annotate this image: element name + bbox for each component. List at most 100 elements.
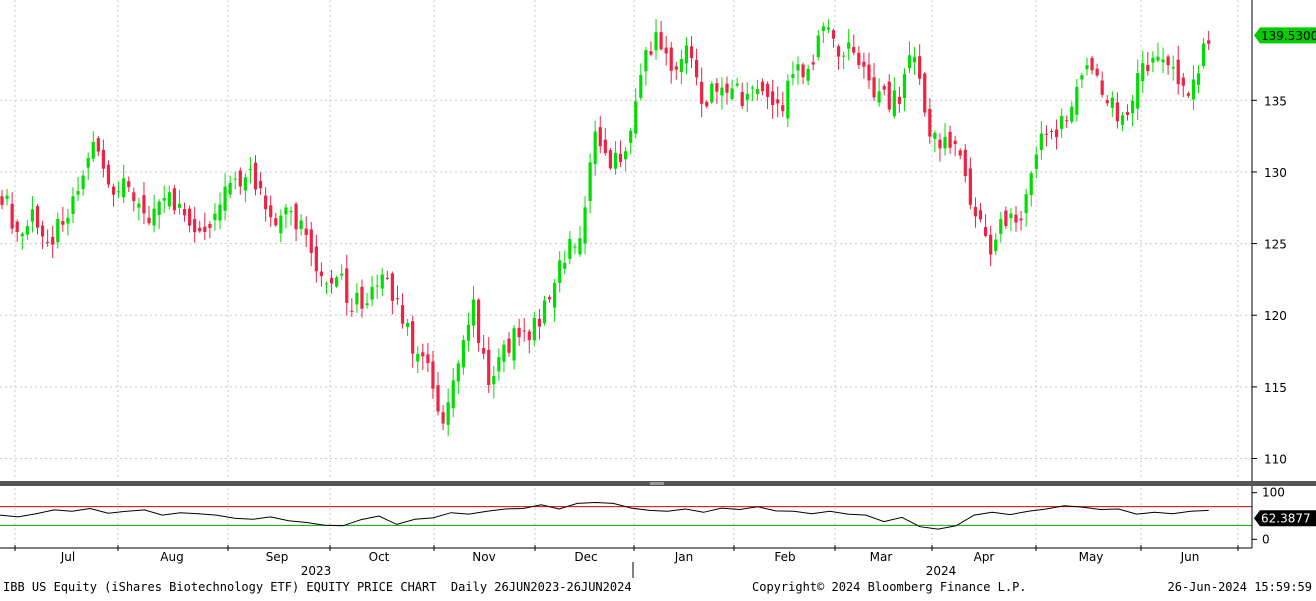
candle: [867, 52, 871, 89]
candle: [106, 160, 111, 188]
candle: [193, 206, 197, 243]
candle: [938, 133, 942, 162]
candle: [928, 98, 932, 144]
candle-body: [1044, 133, 1049, 135]
candle-body: [634, 101, 638, 134]
candle-body: [836, 46, 841, 57]
candle-body: [497, 357, 501, 372]
month-label: Apr: [974, 550, 995, 564]
candle: [943, 123, 947, 156]
candle: [694, 48, 699, 86]
candle: [902, 68, 907, 112]
candle: [137, 197, 141, 221]
candle: [862, 52, 866, 79]
candle: [284, 204, 288, 229]
candle: [999, 211, 1003, 243]
candle: [1060, 108, 1064, 138]
candle: [1039, 121, 1043, 160]
candle: [1201, 37, 1206, 69]
candle-body: [558, 260, 562, 283]
candle: [466, 312, 471, 352]
candle-body: [20, 233, 24, 237]
candle-body: [289, 210, 293, 213]
candle-body: [86, 157, 90, 168]
candle-body: [406, 322, 410, 328]
candle-body: [142, 195, 146, 214]
candle-body: [537, 318, 542, 327]
candle: [421, 343, 425, 370]
candle-body: [857, 52, 861, 65]
candle: [258, 172, 263, 196]
candle: [340, 264, 344, 280]
candle: [765, 81, 770, 110]
candle: [122, 164, 126, 203]
candle: [482, 334, 486, 360]
rsi-value-badge: [1254, 510, 1316, 527]
candle: [0, 190, 4, 210]
candle: [314, 234, 318, 283]
candle: [776, 86, 780, 118]
candle-body: [694, 59, 699, 78]
candle: [350, 298, 354, 317]
candle-body: [512, 328, 516, 361]
copyright-notice: Copyright© 2024 Bloomberg Finance L.P.: [752, 580, 1027, 594]
candle: [365, 293, 369, 309]
candle-body: [938, 139, 942, 149]
candle-body: [821, 26, 825, 32]
candle: [319, 262, 324, 287]
candle: [1115, 92, 1119, 129]
candle-body: [588, 162, 592, 201]
candle-body: [127, 181, 131, 188]
candle: [152, 194, 156, 233]
candle: [897, 86, 901, 113]
candle: [1171, 55, 1175, 81]
candle-body: [1105, 100, 1109, 104]
candle: [700, 67, 704, 118]
candle: [1131, 94, 1135, 127]
candle-body: [1146, 64, 1150, 72]
candle-body: [629, 130, 633, 143]
candle-body: [198, 227, 202, 232]
candle-body: [431, 361, 435, 389]
candle-body: [208, 224, 212, 228]
candle-body: [776, 99, 780, 104]
candle: [492, 365, 496, 399]
candle-body: [238, 170, 242, 187]
chart-description: IBB US Equity (iShares Biotechnology ETF…: [3, 580, 632, 594]
candle: [669, 41, 673, 84]
candle: [375, 274, 379, 299]
rsi-tick-label: 100: [1262, 486, 1285, 500]
candle-body: [1171, 67, 1175, 69]
candle-body: [578, 238, 582, 255]
candle-body: [314, 246, 318, 272]
gridlines: [0, 0, 1252, 544]
candle-body: [91, 141, 95, 159]
candle: [1125, 104, 1130, 121]
candle: [583, 196, 587, 255]
month-label: Oct: [369, 550, 390, 564]
candle: [826, 19, 831, 34]
candle-body: [61, 221, 65, 225]
candle-body: [335, 277, 339, 287]
candle-body: [532, 317, 536, 341]
candle: [624, 147, 628, 172]
candle: [588, 153, 592, 214]
candle-body: [1095, 68, 1099, 76]
candle: [162, 185, 166, 213]
candle-body: [299, 220, 303, 230]
candle-body: [933, 132, 937, 139]
candle-body: [122, 178, 126, 198]
candle: [801, 62, 805, 85]
rsi-line: [0, 501, 1209, 530]
candle-body: [375, 285, 379, 287]
candle: [1207, 30, 1211, 50]
month-label: Nov: [472, 550, 495, 564]
candle: [182, 202, 187, 222]
candle-body: [715, 83, 719, 92]
candle-body: [476, 299, 481, 344]
candle: [208, 221, 212, 239]
candle: [5, 188, 9, 206]
candle: [10, 192, 14, 234]
candle: [147, 205, 151, 226]
